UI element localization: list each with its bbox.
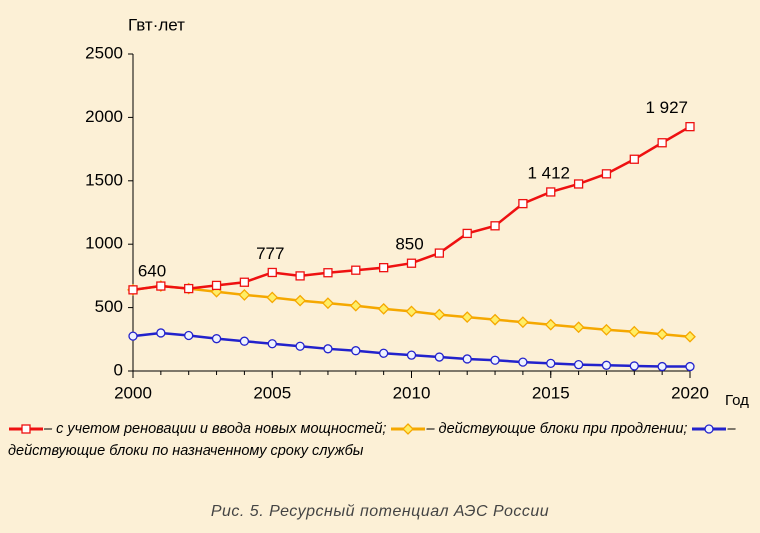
data-label: 1 412 bbox=[527, 163, 570, 182]
point bbox=[349, 299, 362, 312]
point bbox=[128, 285, 138, 295]
x-tick-label: 2005 bbox=[253, 383, 291, 402]
legend-label: – действующие блоки по назначенному срок… bbox=[8, 421, 736, 459]
legend: – с учетом реновации и ввода новых мощно… bbox=[8, 418, 756, 462]
point bbox=[516, 316, 529, 329]
x-tick-label: 2000 bbox=[114, 383, 152, 402]
legend-item: – действующие блоки при продлении; bbox=[390, 421, 687, 437]
point bbox=[434, 352, 445, 362]
point bbox=[490, 355, 500, 365]
point bbox=[573, 360, 584, 370]
legend-item: – действующие блоки по назначенному срок… bbox=[8, 421, 736, 459]
point bbox=[601, 169, 612, 179]
y-tick-label: 500 bbox=[95, 297, 123, 316]
point bbox=[657, 361, 667, 372]
data-label: 850 bbox=[395, 235, 423, 254]
point bbox=[211, 334, 222, 344]
point bbox=[295, 271, 305, 281]
caption: Рис. 5. Ресурсный потенциал АЭС России bbox=[210, 503, 550, 520]
y-tick-label: 2500 bbox=[85, 43, 123, 62]
point bbox=[377, 302, 390, 315]
point bbox=[323, 344, 333, 354]
point bbox=[518, 357, 528, 367]
point bbox=[211, 280, 222, 291]
x-tick-label: 2020 bbox=[671, 383, 709, 402]
point bbox=[572, 321, 585, 334]
point bbox=[685, 122, 695, 132]
point bbox=[266, 291, 279, 304]
point bbox=[239, 336, 250, 346]
point bbox=[489, 313, 501, 326]
point bbox=[156, 328, 166, 338]
y-tick-label: 2000 bbox=[85, 107, 123, 126]
point bbox=[490, 221, 500, 231]
legend-label: – действующие блоки при продлении; bbox=[426, 421, 688, 437]
point bbox=[405, 305, 418, 318]
point bbox=[628, 325, 641, 338]
legend-marker bbox=[704, 424, 715, 434]
chart: Гвт·лет Год 0 500 1000 1500 2000 2500 2000 2005… bbox=[85, 15, 749, 409]
y-tick-label: 0 bbox=[114, 360, 123, 379]
point bbox=[378, 348, 389, 358]
point bbox=[294, 294, 307, 307]
x-tick-label: 2010 bbox=[393, 383, 431, 402]
point bbox=[573, 179, 584, 189]
point bbox=[462, 354, 472, 364]
point bbox=[267, 267, 277, 278]
data-label: 777 bbox=[256, 244, 284, 263]
point bbox=[406, 350, 417, 360]
legend-swatch bbox=[391, 423, 426, 436]
point bbox=[267, 339, 277, 349]
point bbox=[378, 263, 389, 273]
y-tick-label: 1000 bbox=[85, 234, 123, 253]
point bbox=[322, 297, 334, 310]
point bbox=[461, 311, 474, 324]
point bbox=[657, 138, 667, 148]
legend-marker bbox=[402, 423, 415, 436]
x-tick-label: 2015 bbox=[532, 383, 570, 402]
point bbox=[434, 248, 445, 258]
point bbox=[184, 283, 194, 294]
point bbox=[239, 277, 250, 287]
point bbox=[518, 198, 528, 209]
point bbox=[544, 318, 557, 331]
y-axis-label: Гвт·лет bbox=[128, 15, 185, 34]
legend-swatch bbox=[692, 424, 727, 434]
legend-item: – с учетом реновации и ввода новых мощно… bbox=[8, 421, 386, 437]
legend-label: – с учетом реновации и ввода новых мощно… bbox=[44, 421, 387, 437]
point bbox=[406, 258, 417, 268]
point bbox=[546, 187, 556, 197]
legend-marker bbox=[21, 424, 31, 434]
data-label: 1 927 bbox=[645, 98, 688, 117]
point bbox=[600, 323, 613, 336]
point bbox=[351, 265, 361, 275]
point bbox=[656, 328, 669, 341]
point bbox=[351, 346, 361, 356]
point bbox=[128, 331, 138, 341]
point bbox=[156, 281, 166, 291]
y-tick-label: 1500 bbox=[85, 170, 123, 189]
point bbox=[546, 358, 556, 369]
point bbox=[184, 330, 194, 341]
x-axis-label: Год bbox=[725, 392, 749, 409]
point bbox=[601, 360, 612, 370]
point bbox=[323, 268, 333, 278]
point bbox=[629, 361, 639, 371]
point bbox=[462, 228, 472, 239]
data-label: 640 bbox=[138, 261, 166, 280]
point bbox=[295, 341, 305, 351]
point bbox=[685, 361, 695, 372]
point bbox=[238, 289, 251, 301]
point bbox=[629, 154, 639, 164]
point bbox=[684, 330, 696, 343]
point bbox=[433, 308, 446, 321]
legend-swatch bbox=[9, 424, 43, 434]
